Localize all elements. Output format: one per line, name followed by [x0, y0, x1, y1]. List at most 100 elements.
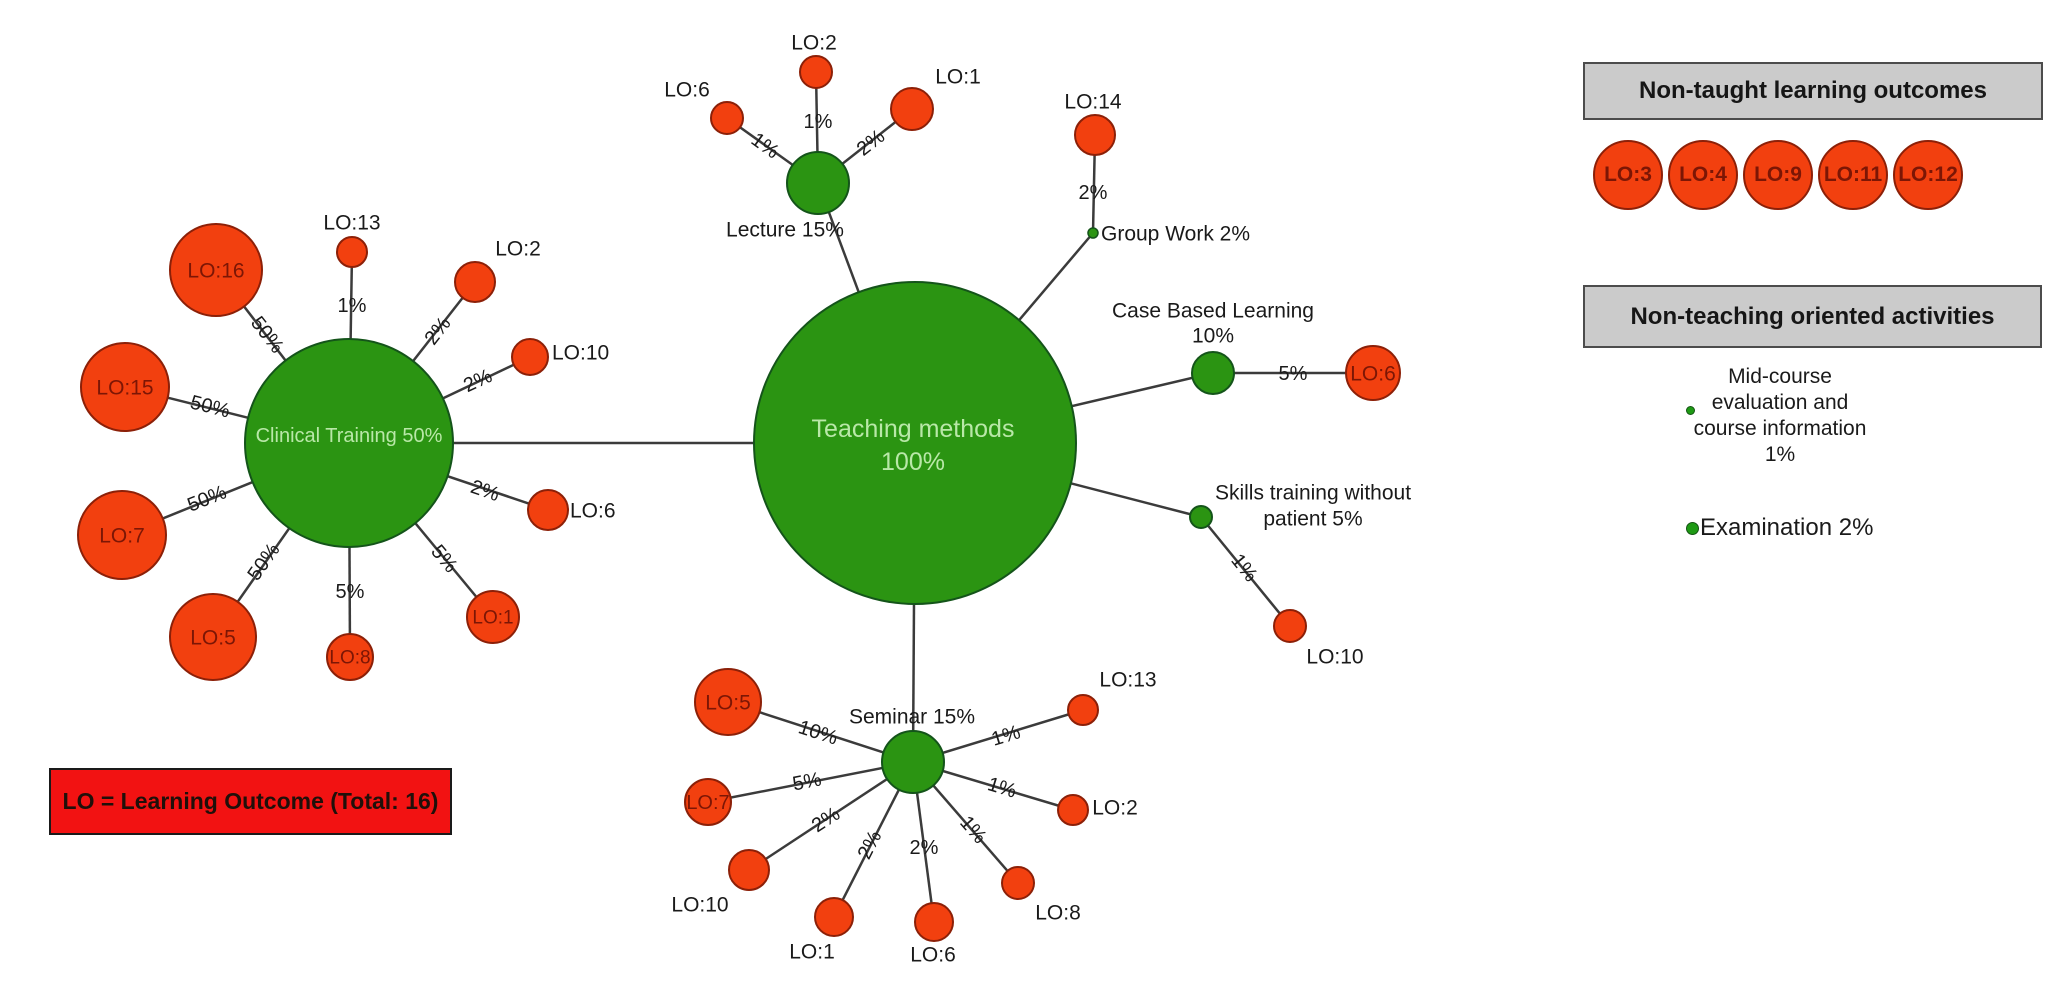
lo-label: LO:8	[329, 648, 370, 669]
lo-label: LO:13	[1099, 669, 1156, 692]
lo-chip-label: LO:12	[1898, 163, 1958, 186]
non-teaching-panel-title: Non-teaching oriented activities	[1630, 302, 1995, 330]
edge-percent-label: 50%	[188, 391, 232, 422]
lo-label: LO:5	[190, 627, 236, 650]
lo-label: LO:1	[472, 608, 513, 629]
clinical-training-node	[244, 338, 454, 548]
lo-chip-label: LO:4	[1679, 163, 1727, 186]
edge-percent-label: 5%	[1279, 363, 1308, 385]
lo-label: LO:6	[570, 500, 616, 523]
edge-percent-label: 50%	[184, 481, 230, 516]
lo-label: LO:14	[1064, 91, 1122, 114]
lo-node	[466, 590, 520, 644]
edge-percent-label: 1%	[989, 721, 1023, 751]
non-taught-panel-title: Non-taught learning outcomes	[1639, 77, 1987, 104]
lo-legend-text: LO = Learning Outcome (Total: 16)	[62, 788, 439, 814]
edge-percent-label: 1%	[747, 129, 783, 164]
non-taught-lo-circle: LO:11	[1818, 140, 1888, 210]
lo-node	[1273, 609, 1307, 643]
seminar-node	[881, 730, 945, 794]
lo-node	[169, 593, 257, 681]
lo-label: LO:2	[495, 238, 541, 261]
lo-chip-label: LO:3	[1604, 163, 1652, 186]
lo-node	[694, 668, 762, 736]
lo-label: LO:7	[99, 525, 145, 548]
case-based-learning-label: Case Based Learning	[1112, 300, 1314, 323]
edge-percent-label: 10%	[796, 716, 841, 749]
lo-node	[799, 55, 833, 89]
edge-percent-label: 2%	[1079, 182, 1108, 204]
non-taught-lo-circle: LO:3	[1593, 140, 1663, 210]
lo-label: LO:2	[1092, 797, 1138, 820]
mid-course-line: 1%	[1764, 443, 1796, 466]
lecture-label: Lecture 15%	[726, 219, 844, 242]
lo-chip-label: LO:9	[1754, 163, 1802, 186]
lo-label: LO:16	[187, 260, 244, 283]
seminar-label: Seminar 15%	[849, 706, 975, 729]
lo-node	[511, 338, 549, 376]
edge-percent-label: 5%	[336, 581, 365, 603]
non-taught-lo-circle: LO:4	[1668, 140, 1738, 210]
case-based-learning-node	[1191, 351, 1235, 395]
skills-training-node	[1189, 505, 1213, 529]
edge-percent-label: 2%	[808, 803, 844, 837]
clinical-training-label: Clinical Training 50%	[256, 425, 443, 447]
case-based-learning-label: 10%	[1192, 325, 1234, 348]
edge-percent-label: 2%	[460, 365, 496, 397]
skills-training-label: patient 5%	[1263, 508, 1362, 531]
non-teaching-panel-header: Non-teaching oriented activities	[1583, 285, 2042, 348]
lo-node	[326, 633, 374, 681]
lo-node	[169, 223, 263, 317]
examination-item: Examination 2%	[1686, 514, 1873, 542]
examination-dot-icon	[1686, 521, 1699, 535]
lo-node	[1001, 866, 1035, 900]
lo-label: LO:5	[705, 692, 751, 715]
mid-course-line: Mid-course	[1728, 365, 1832, 388]
lo-label: LO:15	[96, 377, 153, 400]
lo-node	[336, 236, 368, 268]
lo-node	[1345, 345, 1401, 401]
non-taught-lo-circle: LO:12	[1893, 140, 1963, 210]
lo-node	[710, 101, 744, 135]
group-work-node	[1087, 227, 1099, 239]
lo-label: LO:6	[1350, 363, 1396, 386]
mid-course-line: course information	[1693, 417, 1867, 440]
edge-seminar-lo	[748, 760, 914, 872]
lo-label: LO:10	[552, 342, 609, 365]
lo-label: LO:6	[664, 79, 710, 102]
lo-label: LO:10	[671, 894, 728, 917]
lo-label: LO:2	[791, 32, 837, 55]
edge-percent-label: 1%	[985, 773, 1019, 803]
non-taught-lo-circle: LO:9	[1743, 140, 1813, 210]
mid-course-item: Mid-course evaluation and course informa…	[1655, 364, 1905, 468]
lo-node	[454, 261, 496, 303]
examination-label: Examination 2%	[1700, 514, 1874, 541]
teaching-methods-node	[753, 281, 1077, 605]
lo-label: LO:7	[686, 792, 729, 814]
lo-label: LO:6	[910, 944, 956, 967]
lo-label: LO:1	[935, 66, 981, 89]
lo-node	[1067, 694, 1099, 726]
edge-skills-training-lo	[1200, 516, 1291, 627]
lo-label: LO:8	[1035, 902, 1081, 925]
teaching-methods-label: 100%	[881, 448, 945, 476]
lo-node	[80, 342, 170, 432]
edge-percent-label: 2%	[854, 827, 887, 863]
lo-node	[728, 849, 770, 891]
edge-percent-label: 2%	[910, 837, 939, 859]
mid-course-dot-icon	[1686, 406, 1695, 415]
edge-percent-label: 1%	[804, 111, 833, 133]
lo-node	[77, 490, 167, 580]
lo-node	[684, 778, 732, 826]
edge-seminar-lo	[707, 760, 914, 804]
teaching-methods-label: Teaching methods	[812, 415, 1015, 443]
group-work-label: Group Work 2%	[1101, 223, 1250, 246]
lo-node	[914, 902, 954, 942]
edge-percent-label: 2%	[468, 476, 503, 506]
lo-label: LO:10	[1306, 646, 1363, 669]
lecture-node	[786, 151, 850, 215]
edge-percent-label: 50%	[244, 539, 285, 585]
edge-percent-label: 5%	[791, 768, 824, 795]
